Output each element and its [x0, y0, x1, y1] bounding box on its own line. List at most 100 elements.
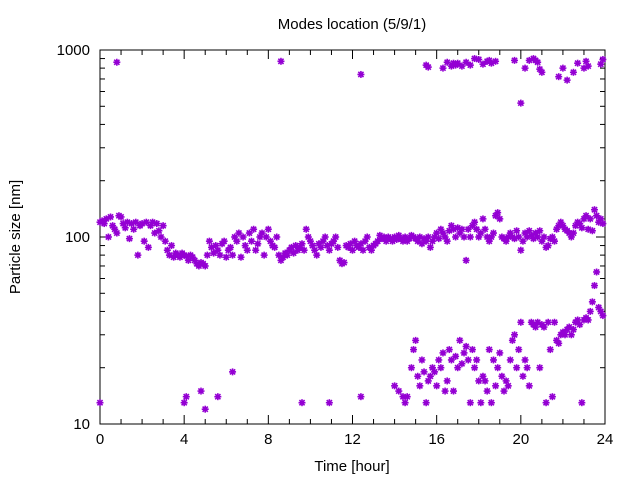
data-point — [424, 63, 432, 71]
data-point — [226, 243, 234, 251]
x-tick-label: 24 — [597, 431, 614, 448]
data-point — [395, 387, 403, 395]
data-point — [254, 240, 262, 248]
data-point — [452, 352, 460, 360]
data-point — [414, 372, 422, 380]
data-point — [517, 99, 525, 107]
data-point — [412, 336, 420, 344]
data-point — [540, 233, 548, 241]
data-point — [325, 246, 333, 254]
data-point — [483, 387, 491, 395]
data-point — [233, 237, 241, 245]
data-point — [599, 312, 607, 320]
data-point — [466, 233, 474, 241]
data-point — [422, 399, 430, 407]
data-point — [487, 399, 495, 407]
data-point — [418, 356, 426, 364]
data-point — [450, 387, 457, 395]
data-point — [205, 237, 213, 245]
y-axis-tick-labels: 10 100 1000 — [57, 42, 90, 433]
data-point — [113, 58, 121, 66]
data-point — [435, 356, 443, 364]
data-point — [271, 243, 279, 251]
data-point — [521, 64, 529, 72]
data-point — [523, 364, 531, 372]
data-point — [220, 237, 228, 245]
data-point — [517, 246, 525, 254]
data-point — [416, 382, 424, 390]
data-point — [574, 59, 582, 67]
data-point — [125, 235, 133, 243]
data-point — [443, 377, 451, 385]
x-tick-label: 20 — [512, 431, 529, 448]
data-point — [536, 364, 544, 372]
data-point — [471, 364, 479, 372]
data-point — [229, 368, 237, 376]
data-point — [391, 382, 399, 390]
data-point — [460, 233, 468, 241]
data-point — [576, 321, 584, 329]
data-points — [96, 55, 607, 413]
data-point — [534, 58, 542, 66]
data-point — [464, 225, 472, 233]
x-tick-label: 12 — [344, 431, 361, 448]
data-point — [458, 62, 466, 70]
data-point — [569, 326, 577, 334]
data-point — [321, 233, 329, 241]
data-point — [534, 233, 542, 241]
data-point — [235, 229, 243, 237]
data-point — [584, 62, 592, 70]
data-point — [130, 225, 138, 233]
data-point — [243, 246, 251, 254]
data-point — [298, 240, 306, 248]
data-point — [496, 215, 504, 223]
data-point — [298, 399, 306, 407]
data-point — [159, 222, 167, 230]
data-point — [498, 372, 506, 380]
data-point — [300, 246, 308, 254]
data-point — [468, 346, 476, 354]
data-point — [479, 215, 487, 223]
data-point — [473, 356, 481, 364]
data-point — [546, 346, 554, 354]
data-point — [590, 282, 598, 290]
data-point — [515, 346, 523, 354]
data-point — [363, 233, 371, 241]
data-point — [203, 251, 211, 259]
data-point — [201, 405, 209, 413]
data-point — [593, 268, 601, 276]
data-point — [439, 64, 447, 72]
data-point — [140, 237, 148, 245]
data-point — [104, 233, 112, 241]
data-point — [157, 233, 165, 241]
data-point — [96, 399, 104, 407]
data-point — [492, 382, 500, 390]
data-point — [475, 377, 483, 385]
data-point — [222, 253, 230, 261]
data-point — [332, 233, 340, 241]
data-point — [197, 387, 205, 395]
data-point — [513, 227, 521, 235]
data-point — [439, 349, 447, 357]
x-tick-label: 0 — [96, 431, 104, 448]
data-point — [443, 237, 451, 245]
data-point — [569, 229, 577, 237]
data-point — [349, 246, 356, 254]
data-point — [489, 229, 497, 237]
data-point — [420, 368, 428, 376]
data-point — [466, 61, 474, 69]
data-point — [277, 57, 285, 65]
data-point — [273, 233, 281, 241]
data-point — [494, 209, 502, 217]
data-point — [555, 73, 563, 81]
data-point — [214, 393, 222, 401]
data-point — [477, 399, 485, 407]
data-point — [466, 399, 474, 407]
data-point — [597, 307, 605, 315]
data-point — [161, 237, 169, 245]
data-point — [464, 356, 472, 364]
data-point — [578, 399, 586, 407]
data-point — [418, 240, 426, 248]
y-tick-label: 10 — [73, 416, 90, 433]
data-point — [521, 356, 529, 364]
